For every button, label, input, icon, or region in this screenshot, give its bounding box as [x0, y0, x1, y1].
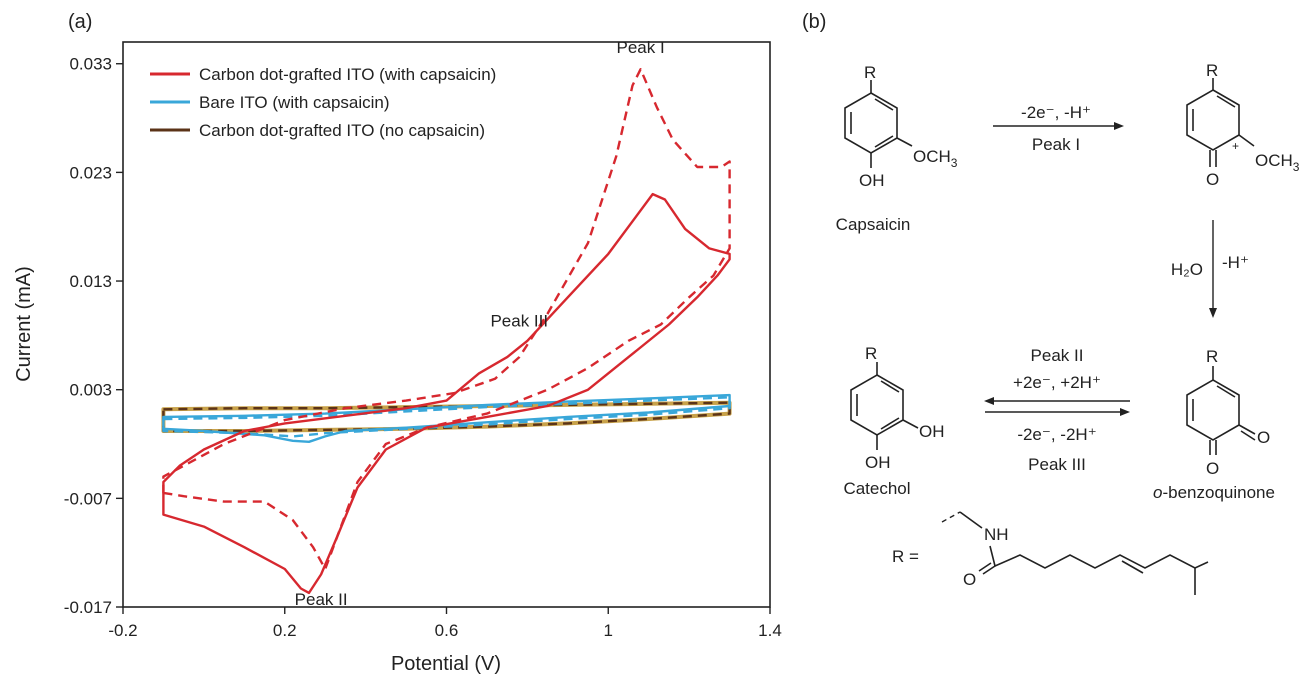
legend-label-2: Bare ITO (with capsaicin) — [199, 93, 390, 112]
step1-peak: Peak I — [1032, 135, 1080, 154]
x-tick-label: 1 — [604, 621, 613, 640]
peak-annotation-3: Peak II — [295, 590, 348, 609]
capsaicin-r: R — [864, 63, 876, 82]
catechol-r: R — [865, 344, 877, 363]
quinone-r: R — [1206, 347, 1218, 366]
o-benzoquinone-label: o-benzoquinone — [1153, 483, 1275, 502]
series-line-3 — [162, 393, 731, 443]
capsaicin-label: Capsaicin — [836, 215, 911, 234]
r-group-structure: R = NH O — [892, 511, 1209, 595]
legend: Carbon dot-grafted ITO (with capsaicin) … — [150, 65, 496, 140]
arrow-step-3: Peak II +2e⁻, +2H⁺ -2e⁻, -2H⁺ Peak III — [984, 346, 1130, 474]
panel-a-label: (a) — [68, 11, 92, 33]
series-line-2 — [162, 68, 731, 571]
quinone-ring — [1186, 379, 1240, 441]
series-layer — [161, 68, 732, 595]
capsaicin-och3: OCH3 — [913, 147, 958, 170]
intermediate-r: R — [1206, 61, 1218, 80]
step2-water: H₂O — [1171, 260, 1203, 279]
r-equals-label: R = — [892, 547, 919, 566]
legend-label-3: Carbon dot-grafted ITO (no capsaicin) — [199, 121, 485, 140]
x-tick-label: 0.2 — [273, 621, 297, 640]
r-group-o: O — [963, 570, 976, 589]
x-axis-title: Potential (V) — [391, 653, 501, 675]
arrow-step-1: -2e⁻, -H⁺ Peak I — [993, 103, 1124, 154]
y-tick-label: -0.007 — [64, 489, 112, 508]
y-tick-label: -0.017 — [64, 598, 112, 617]
capsaicin-ring — [844, 92, 898, 154]
catechol-label: Catechol — [843, 479, 910, 498]
annotation-layer: Peak I Peak III Peak II — [295, 38, 665, 609]
y-axis-title: Current (mA) — [13, 266, 35, 382]
quinone-o-right: O — [1257, 428, 1270, 447]
catechol-ring — [850, 374, 904, 436]
y-tick-label: 0.003 — [69, 381, 112, 400]
intermediate-och3: OCH3 — [1255, 151, 1300, 174]
o-benzoquinone-structure: R O O o-benzoquinone — [1153, 347, 1275, 502]
panel-b-label: (b) — [802, 11, 826, 33]
series-line-6 — [162, 401, 731, 433]
intermediate-o: O — [1206, 170, 1219, 189]
intermediate-plus: + — [1232, 139, 1239, 153]
step3-peak-ii: Peak II — [1031, 346, 1084, 365]
step3-reduction: +2e⁻, +2H⁺ — [1013, 373, 1101, 392]
x-tick-label: 0.6 — [435, 621, 459, 640]
series-line-1 — [162, 192, 731, 595]
quinone-o-bottom: O — [1206, 459, 1219, 478]
peak-annotation-2: Peak III — [490, 312, 548, 331]
step3-oxidation: -2e⁻, -2H⁺ — [1017, 425, 1096, 444]
x-axis-ticks: -0.2 0.2 0.6 1 1.4 — [108, 607, 782, 640]
catechol-structure: R OH OH Catechol — [843, 344, 944, 498]
catechol-oh-bottom: OH — [865, 453, 891, 472]
step1-conditions: -2e⁻, -H⁺ — [1021, 103, 1091, 122]
x-tick-label: 1.4 — [758, 621, 782, 640]
series-line-4 — [162, 396, 731, 438]
capsaicin-oh: OH — [859, 171, 885, 190]
y-tick-label: 0.033 — [69, 55, 112, 74]
intermediate-ring — [1186, 89, 1240, 151]
capsaicin-structure: R OCH3 OH Capsaicin — [836, 63, 958, 234]
catechol-oh-right: OH — [919, 422, 945, 441]
cation-intermediate-structure: R + OCH3 O — [1186, 61, 1300, 189]
y-axis-ticks: -0.017 -0.007 0.003 0.013 0.023 0.033 — [64, 55, 123, 617]
peak-annotation-1: Peak I — [616, 38, 664, 57]
legend-label-1: Carbon dot-grafted ITO (with capsaicin) — [199, 65, 496, 84]
cv-chart: -0.2 0.2 0.6 1 1.4 -0.017 -0.007 0.003 0.013 0.0… — [13, 38, 782, 675]
x-tick-label: -0.2 — [108, 621, 137, 640]
arrow-step-2: H₂O -H⁺ — [1171, 220, 1249, 318]
step2-proton: -H⁺ — [1222, 253, 1249, 272]
reaction-scheme: R OCH3 OH Capsaicin -2e⁻, -H⁺ Peak I R +… — [836, 61, 1300, 595]
step3-peak-iii: Peak III — [1028, 455, 1086, 474]
y-tick-label: 0.013 — [69, 272, 112, 291]
y-tick-label: 0.023 — [69, 163, 112, 182]
r-group-nh: NH — [984, 525, 1009, 544]
